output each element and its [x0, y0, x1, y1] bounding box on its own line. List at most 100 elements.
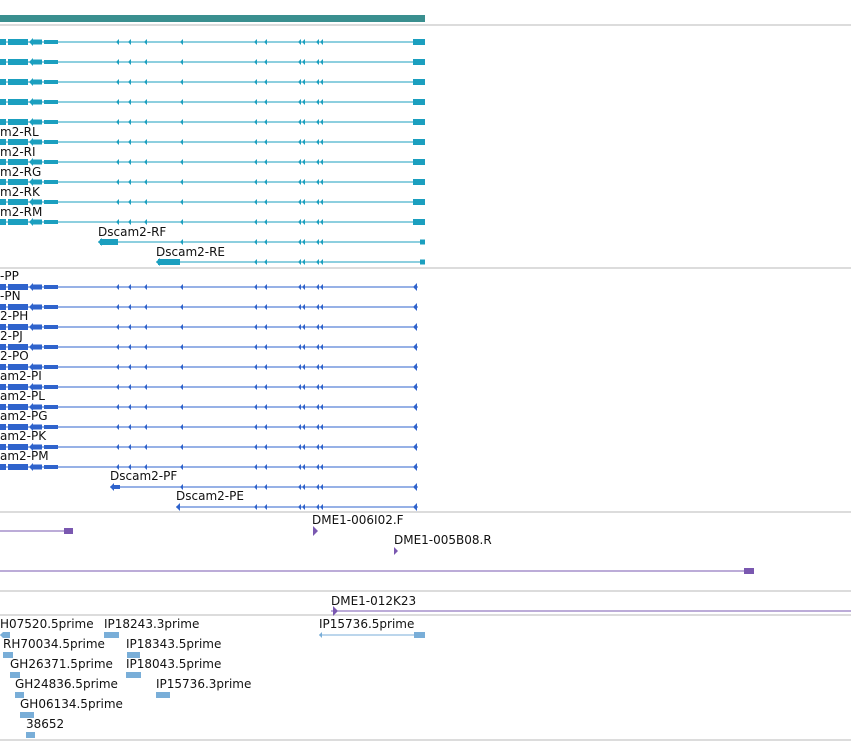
protein-label[interactable]: -PP — [0, 269, 19, 283]
strand-arrow-left-icon — [254, 384, 257, 390]
est-label[interactable]: IP15736.5prime — [319, 617, 414, 631]
strand-arrow-left-icon — [302, 324, 305, 330]
strand-arrow-left-icon — [264, 139, 267, 145]
strand-arrow-left-icon — [128, 324, 131, 330]
transcript-label[interactable]: Dscam2-RE — [156, 245, 225, 259]
strand-arrow-left-icon — [298, 179, 301, 185]
strand-arrow-left-icon — [316, 139, 319, 145]
strand-arrow-left-icon — [128, 159, 131, 165]
exon-block — [0, 39, 6, 45]
exon-block — [0, 344, 6, 350]
gene-span-bar[interactable] — [0, 15, 425, 22]
exon-block — [8, 424, 28, 430]
strand-arrow-left-icon — [180, 464, 183, 470]
protein-label[interactable]: am2-PG — [0, 409, 48, 423]
strand-arrow-left-icon — [302, 159, 305, 165]
exon-block — [32, 179, 42, 185]
protein-label[interactable]: Dscam2-PE — [176, 489, 244, 503]
protein-label[interactable]: 2-PJ — [0, 329, 23, 343]
est-label[interactable]: 38652 — [26, 717, 64, 731]
strand-arrow-left-icon — [180, 219, 183, 225]
est-block — [414, 632, 425, 638]
strand-arrow-left-icon — [128, 344, 131, 350]
exon-block — [32, 324, 42, 330]
clone-label[interactable]: DME1-012K23 — [331, 594, 416, 608]
est-label[interactable]: IP18243.3prime — [104, 617, 199, 631]
strand-arrow-left-icon — [320, 219, 323, 225]
est-label[interactable]: H07520.5prime — [0, 617, 94, 631]
protein-label[interactable]: Dscam2-PF — [110, 469, 177, 483]
exon-block — [32, 384, 42, 390]
strand-arrow-left-icon — [29, 423, 33, 431]
est-label[interactable]: GH24836.5prime — [15, 677, 118, 691]
protein-label[interactable]: -PN — [0, 289, 21, 303]
strand-arrow-left-icon — [320, 159, 323, 165]
exon-block — [8, 384, 28, 390]
strand-arrow-left-icon — [156, 258, 160, 266]
strand-arrow-left-icon — [413, 383, 417, 391]
strand-arrow-left-icon — [264, 99, 267, 105]
strand-arrow-left-icon — [29, 323, 33, 331]
protein-label[interactable]: am2-PL — [0, 389, 45, 403]
strand-arrow-left-icon — [254, 464, 257, 470]
transcript-label[interactable]: m2-RI — [0, 145, 36, 159]
strand-arrow-left-icon — [29, 178, 33, 186]
strand-arrow-left-icon — [29, 343, 33, 351]
strand-arrow-left-icon — [264, 344, 267, 350]
transcript-label[interactable]: m2-RM — [0, 205, 42, 219]
strand-arrow-left-icon — [254, 239, 257, 245]
strand-arrow-left-icon — [128, 99, 131, 105]
strand-arrow-left-icon — [254, 284, 257, 290]
protein-label[interactable]: am2-PM — [0, 449, 49, 463]
exon-block — [44, 285, 58, 289]
protein-label[interactable]: 2-PH — [0, 309, 28, 323]
strand-arrow-left-icon — [264, 324, 267, 330]
est-label[interactable]: IP18343.5prime — [126, 637, 221, 651]
strand-arrow-left-icon — [116, 119, 119, 125]
transcript-label[interactable]: m2-RL — [0, 125, 39, 139]
exon-block — [44, 180, 58, 184]
exon-block — [0, 199, 6, 205]
est-block — [104, 632, 119, 638]
strand-arrow-left-icon — [298, 324, 301, 330]
strand-arrow-left-icon — [298, 39, 301, 45]
strand-arrow-left-icon — [298, 259, 301, 265]
strand-arrow-left-icon — [264, 219, 267, 225]
est-label[interactable]: RH70034.5prime — [3, 637, 105, 651]
protein-label[interactable]: am2-PK — [0, 429, 47, 443]
est-label[interactable]: GH06134.5prime — [20, 697, 123, 711]
strand-arrow-left-icon — [302, 259, 305, 265]
exon-block — [32, 304, 42, 310]
clone-label[interactable]: DME1-006I02.F — [312, 513, 404, 527]
est-label[interactable]: IP18043.5prime — [126, 657, 221, 671]
protein-label[interactable]: 2-PO — [0, 349, 29, 363]
transcript-label[interactable]: Dscam2-RF — [98, 225, 166, 239]
strand-arrow-left-icon — [116, 199, 119, 205]
strand-arrow-left-icon — [319, 632, 322, 638]
strand-arrow-left-icon — [116, 444, 119, 450]
transcript-label[interactable]: m2-RK — [0, 185, 41, 199]
strand-arrow-left-icon — [180, 79, 183, 85]
strand-arrow-left-icon — [316, 444, 319, 450]
clone-end — [744, 568, 754, 574]
strand-arrow-left-icon — [180, 484, 183, 490]
strand-arrow-left-icon — [264, 79, 267, 85]
strand-arrow-left-icon — [316, 119, 319, 125]
est-label[interactable]: GH26371.5prime — [10, 657, 113, 671]
transcript-label[interactable]: m2-RG — [0, 165, 41, 179]
exon-block — [32, 99, 42, 105]
protein-label[interactable]: am2-PI — [0, 369, 42, 383]
strand-arrow-left-icon — [128, 199, 131, 205]
clone-label[interactable]: DME1-005B08.R — [394, 533, 492, 547]
exon-block — [0, 324, 6, 330]
strand-arrow-left-icon — [29, 303, 33, 311]
strand-arrow-left-icon — [298, 239, 301, 245]
strand-arrow-right-icon — [394, 547, 398, 555]
exon-block — [0, 119, 6, 125]
exon-block — [0, 159, 6, 165]
strand-arrow-left-icon — [298, 159, 301, 165]
exon-block — [413, 179, 425, 185]
est-label[interactable]: IP15736.3prime — [156, 677, 251, 691]
strand-arrow-left-icon — [413, 483, 417, 491]
